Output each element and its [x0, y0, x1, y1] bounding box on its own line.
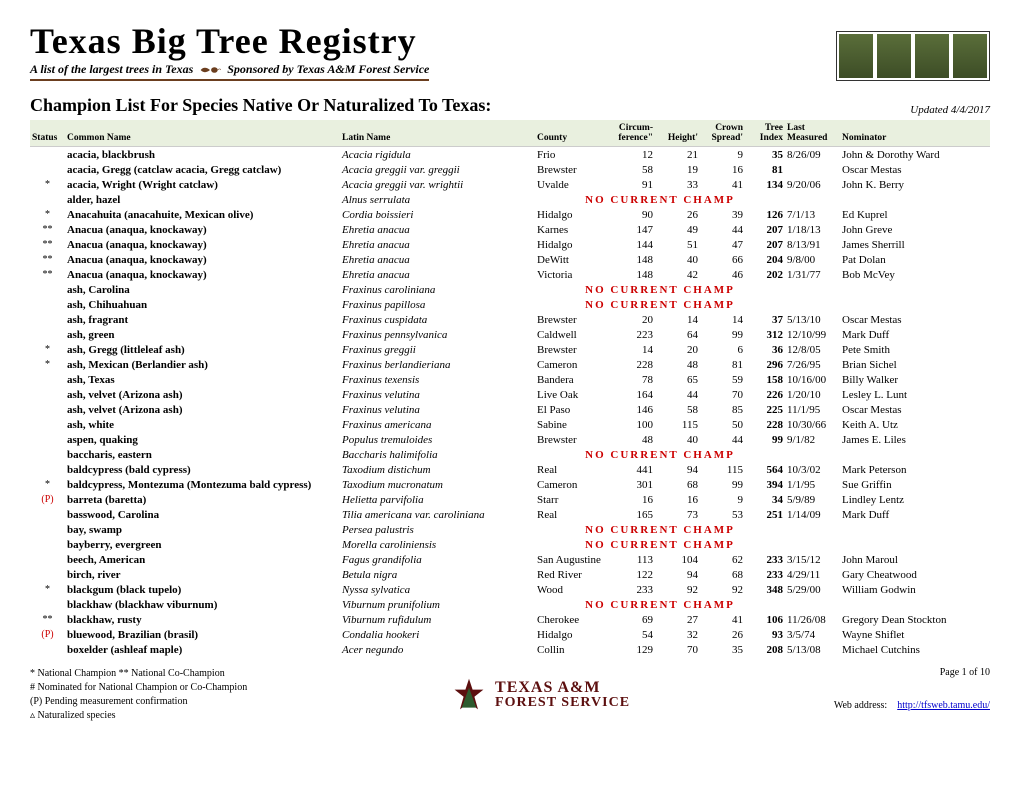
no-current-champ: NO CURRENT CHAMP: [535, 282, 785, 297]
legend-line: # Nominated for National Champion or Co-…: [30, 681, 247, 695]
table-row: **Anacua (anaqua, knockaway)Ehretia anac…: [30, 222, 990, 237]
legend-line: ▵ Naturalized species: [30, 709, 247, 723]
table-row: baldcypress (bald cypress)Taxodium disti…: [30, 462, 990, 477]
col-circum-l2: ference": [618, 133, 653, 143]
no-current-champ: NO CURRENT CHAMP: [535, 192, 785, 207]
table-row: baccharis, easternBaccharis halimifoliaN…: [30, 447, 990, 462]
footer: * National Champion ** National Co-Champ…: [30, 667, 990, 723]
org-line2: FOREST SERVICE: [495, 696, 630, 710]
subtitle-left: A list of the largest trees in Texas: [30, 62, 193, 77]
table-row: **Anacua (anaqua, knockaway)Ehretia anac…: [30, 267, 990, 282]
table-row: aspen, quakingPopulus tremuloidesBrewste…: [30, 432, 990, 447]
banner-thumbnails: [836, 31, 990, 81]
col-nominator: Nominator: [840, 120, 990, 147]
table-row: ash, ChihuahuanFraxinus papillosaNO CURR…: [30, 297, 990, 312]
col-spread: CrownSpread': [700, 120, 745, 147]
table-row: ash, TexasFraxinus texensisBandera786559…: [30, 372, 990, 387]
table-row: beech, AmericanFagus grandifoliaSan Augu…: [30, 552, 990, 567]
updated-date: Updated 4/4/2017: [910, 104, 990, 116]
table-row: **blackhaw, rustyViburnum rufidulumChero…: [30, 612, 990, 627]
table-row: **Anacua (anaqua, knockaway)Ehretia anac…: [30, 252, 990, 267]
col-measured: LastMeasured: [785, 120, 840, 147]
no-current-champ: NO CURRENT CHAMP: [535, 297, 785, 312]
no-current-champ: NO CURRENT CHAMP: [535, 447, 785, 462]
header: Texas Big Tree Registry A list of the la…: [30, 20, 990, 81]
table-row: basswood, CarolinaTilia americana var. c…: [30, 507, 990, 522]
table-row: *blackgum (black tupelo)Nyssa sylvaticaW…: [30, 582, 990, 597]
subtitle-right: Sponsored by Texas A&M Forest Service: [227, 62, 429, 77]
col-county: County: [535, 120, 605, 147]
table-row: (P)bluewood, Brazilian (brasil)Condalia …: [30, 627, 990, 642]
web-link[interactable]: http://tfsweb.tamu.edu/: [897, 700, 990, 711]
col-common: Common Name: [65, 120, 340, 147]
footer-org-name: TEXAS A&M FOREST SERVICE: [495, 680, 630, 710]
org-line1: TEXAS A&M: [495, 680, 630, 696]
web-label: Web address:: [834, 700, 887, 711]
table-row: ash, velvet (Arizona ash)Fraxinus veluti…: [30, 402, 990, 417]
acorn-icon: [199, 63, 221, 77]
table-row: **Anacua (anaqua, knockaway)Ehretia anac…: [30, 237, 990, 252]
table-row: ash, greenFraxinus pennsylvanicaCaldwell…: [30, 327, 990, 342]
tree-table: Status Common Name Latin Name County Cir…: [30, 120, 990, 657]
forest-service-logo-icon: [451, 677, 487, 713]
page-number: Page 1 of 10: [834, 667, 990, 678]
table-row: ash, fragrantFraxinus cuspidataBrewster2…: [30, 312, 990, 327]
footer-legend: * National Champion ** National Co-Champ…: [30, 667, 247, 723]
title-block: Texas Big Tree Registry A list of the la…: [30, 20, 429, 81]
section-title: Champion List For Species Native Or Natu…: [30, 95, 491, 116]
table-row: ash, CarolinaFraxinus carolinianaNO CURR…: [30, 282, 990, 297]
col-circum-l1: Circum-: [619, 123, 653, 133]
table-row: *acacia, Wright (Wright catclaw)Acacia g…: [30, 177, 990, 192]
table-header-row: Status Common Name Latin Name County Cir…: [30, 120, 990, 147]
table-row: bayberry, evergreenMorella caroliniensis…: [30, 537, 990, 552]
table-row: *baldcypress, Montezuma (Montezuma bald …: [30, 477, 990, 492]
table-row: ash, whiteFraxinus americanaSabine100115…: [30, 417, 990, 432]
table-body: acacia, blackbrushAcacia rigidulaFrio122…: [30, 147, 990, 658]
col-height: Height': [655, 120, 700, 147]
table-row: ash, velvet (Arizona ash)Fraxinus veluti…: [30, 387, 990, 402]
table-row: acacia, Gregg (catclaw acacia, Gregg cat…: [30, 162, 990, 177]
no-current-champ: NO CURRENT CHAMP: [535, 597, 785, 612]
col-circum: Circum-ference": [605, 120, 655, 147]
col-latin: Latin Name: [340, 120, 535, 147]
table-row: *ash, Gregg (littleleaf ash)Fraxinus gre…: [30, 342, 990, 357]
table-row: birch, riverBetula nigraRed River1229468…: [30, 567, 990, 582]
table-row: *Anacahuita (anacahuite, Mexican olive)C…: [30, 207, 990, 222]
no-current-champ: NO CURRENT CHAMP: [535, 522, 785, 537]
legend-line: (P) Pending measurement confirmation: [30, 695, 247, 709]
table-row: boxelder (ashleaf maple)Acer negundoColl…: [30, 642, 990, 657]
table-row: alder, hazelAlnus serrulataNO CURRENT CH…: [30, 192, 990, 207]
no-current-champ: NO CURRENT CHAMP: [535, 537, 785, 552]
table-row: bay, swampPersea palustrisNO CURRENT CHA…: [30, 522, 990, 537]
legend-line: * National Champion ** National Co-Champ…: [30, 667, 247, 681]
subtitle: A list of the largest trees in Texas Spo…: [30, 62, 429, 81]
section-header-row: Champion List For Species Native Or Natu…: [30, 95, 990, 116]
table-row: acacia, blackbrushAcacia rigidulaFrio122…: [30, 147, 990, 163]
footer-org: TEXAS A&M FOREST SERVICE: [451, 667, 630, 723]
page-title: Texas Big Tree Registry: [30, 20, 429, 62]
col-index: TreeIndex: [745, 120, 785, 147]
table-row: blackhaw (blackhaw viburnum)Viburnum pru…: [30, 597, 990, 612]
footer-right: Page 1 of 10 Web address: http://tfsweb.…: [834, 667, 990, 723]
table-row: (P)barreta (baretta)Helietta parvifoliaS…: [30, 492, 990, 507]
table-row: *ash, Mexican (Berlandier ash)Fraxinus b…: [30, 357, 990, 372]
col-status: Status: [30, 120, 65, 147]
